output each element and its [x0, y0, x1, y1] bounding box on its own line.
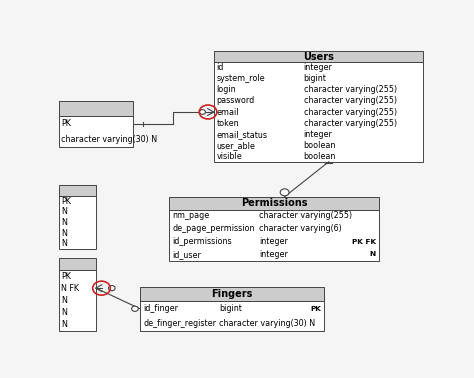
Bar — [59, 185, 96, 196]
Text: N FK: N FK — [62, 284, 80, 293]
Text: N: N — [62, 207, 67, 216]
Bar — [213, 51, 423, 62]
Bar — [59, 101, 133, 116]
Text: character varying(30) N: character varying(30) N — [219, 319, 315, 328]
Circle shape — [200, 110, 205, 114]
Bar — [169, 197, 379, 209]
Bar — [140, 302, 324, 331]
Text: character varying(255): character varying(255) — [303, 96, 397, 105]
Text: boolean: boolean — [303, 141, 336, 150]
Text: PK: PK — [62, 119, 71, 129]
Text: id_user: id_user — [173, 250, 201, 259]
Bar — [59, 258, 96, 270]
Text: character varying(30) N: character varying(30) N — [62, 135, 157, 144]
Text: token: token — [217, 119, 239, 127]
Bar — [59, 270, 96, 331]
Text: bigint: bigint — [303, 74, 327, 83]
Text: integer: integer — [259, 250, 288, 259]
Text: character varying(255): character varying(255) — [303, 107, 397, 116]
Text: character varying(255): character varying(255) — [259, 211, 353, 220]
Text: id_finger: id_finger — [143, 304, 178, 313]
Text: N: N — [62, 239, 67, 248]
Text: boolean: boolean — [303, 152, 336, 161]
Text: PK: PK — [62, 197, 71, 206]
Text: PK: PK — [310, 306, 321, 312]
Text: visible: visible — [217, 152, 242, 161]
Text: N: N — [62, 218, 67, 227]
Circle shape — [109, 285, 115, 291]
Text: PK: PK — [62, 271, 71, 280]
Text: user_able: user_able — [217, 141, 255, 150]
Text: PK FK: PK FK — [352, 239, 376, 245]
Text: N: N — [62, 320, 67, 329]
Circle shape — [280, 189, 289, 196]
Text: email: email — [217, 107, 239, 116]
Text: N: N — [62, 296, 67, 305]
Text: Permissions: Permissions — [241, 198, 308, 208]
Text: id: id — [217, 63, 224, 72]
Bar — [213, 62, 423, 162]
Text: email_status: email_status — [217, 130, 267, 139]
Bar — [59, 116, 133, 147]
Text: bigint: bigint — [219, 304, 242, 313]
Text: character varying(255): character varying(255) — [303, 85, 397, 94]
Text: Fingers: Fingers — [211, 289, 253, 299]
Text: integer: integer — [303, 63, 332, 72]
Bar — [140, 287, 324, 302]
Text: login: login — [217, 85, 236, 94]
Text: N: N — [370, 251, 376, 257]
Bar — [59, 196, 96, 249]
Text: password: password — [217, 96, 255, 105]
Text: character varying(6): character varying(6) — [259, 224, 342, 233]
Bar — [169, 209, 379, 261]
Text: de_page_permission: de_page_permission — [173, 224, 255, 233]
Text: nm_page: nm_page — [173, 211, 210, 220]
Text: de_finger_register: de_finger_register — [143, 319, 216, 328]
Text: Users: Users — [303, 52, 334, 62]
Text: integer: integer — [259, 237, 288, 246]
Text: character varying(255): character varying(255) — [303, 119, 397, 127]
Text: N: N — [62, 229, 67, 238]
Text: N: N — [62, 308, 67, 317]
Text: id_permissions: id_permissions — [173, 237, 232, 246]
Circle shape — [132, 306, 138, 311]
Text: system_role: system_role — [217, 74, 265, 83]
Text: integer: integer — [303, 130, 332, 139]
